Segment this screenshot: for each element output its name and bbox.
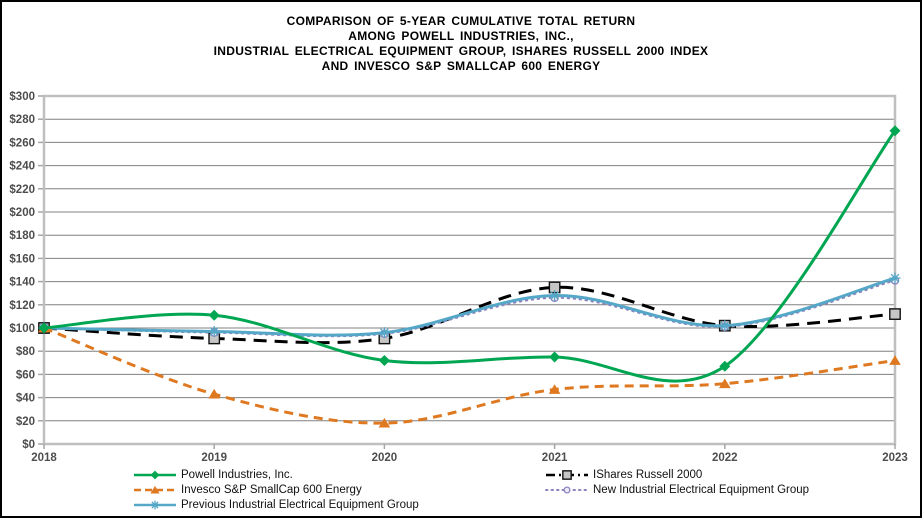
chart-title: COMPARISON OF 5-YEAR CUMULATIVE TOTAL RE… [2,14,920,74]
triangle-marker-icon [208,388,220,399]
asterisk-marker-icon [549,290,561,302]
circle-marker-icon [563,486,571,494]
y-tick-label: $240 [9,161,35,173]
x-tick-label: 2019 [201,452,227,464]
previous-group-line-sample-icon [134,500,176,510]
y-tick-label: $220 [9,184,35,196]
invesco-line-sample-icon [134,485,176,494]
series-line [43,285,896,345]
y-tick-label: $120 [9,300,35,312]
asterisk-stroke [550,291,559,300]
chart-plot-area: $0 $20 $40 $60 $80 $100 $120 $140 $160 $180 $200 $2… [9,91,908,464]
legend-label-previous-group: Previous Industrial Electrical Equipment… [181,499,419,511]
legend-item-powell: Powell Industries, Inc. [133,468,419,482]
y-tick-label: $280 [9,114,35,126]
diamond-marker-icon [208,309,220,321]
legend-label-ishares: IShares Russell 2000 [593,469,703,481]
y-tick-label: $140 [9,277,35,289]
ishares-line-sample-icon [546,470,588,480]
x-tick-label: 2021 [542,452,568,464]
legend-label-powell: Powell Industries, Inc. [181,469,293,481]
diamond-marker-icon [549,351,561,363]
x-tick-label: 2018 [31,452,57,464]
diamond-marker-icon [150,470,160,480]
x-tick-label: 2020 [372,452,398,464]
series-line [43,129,897,383]
triangle-marker-icon [378,417,391,428]
asterisk-marker-icon [719,320,731,332]
y-tick-label: $80 [16,346,35,358]
triangle-marker-icon [719,378,731,389]
series-line [43,326,896,425]
y-tick-label: $260 [9,137,35,149]
legend-right-column: IShares Russell 2000 New Industrial Elec… [545,468,809,497]
asterisk-stroke [720,321,730,331]
y-tick-label: $20 [16,416,35,428]
asterisk-stroke [209,327,219,336]
asterisk-marker-icon [150,500,160,510]
chart-title-line-4: AND INVESCO S&P SMALLCAP 600 ENERGY [321,59,601,73]
legend-item-previous-group: Previous Industrial Electrical Equipment… [133,498,419,512]
asterisk-stroke [151,501,159,509]
y-tick-label: $40 [16,393,35,405]
y-tick-label: $180 [9,230,35,242]
legend-left-column: Powell Industries, Inc. Invesco S&P Smal… [133,468,419,512]
y-tick-label: $300 [9,91,35,103]
legend-item-ishares: IShares Russell 2000 [545,468,809,482]
x-tick-label: 2022 [712,452,738,464]
new-group-line-sample-icon [545,486,589,494]
triangle-marker-icon [548,384,561,394]
y-tick-label: $160 [9,253,35,265]
square-marker-icon [562,470,572,480]
x-tick-label: 2023 [882,452,908,464]
diamond-marker-icon [378,354,390,366]
diamond-marker-icon [38,322,50,334]
asterisk-marker-icon [208,325,220,337]
asterisk-stroke [890,273,900,283]
chart-title-line-2: AMONG POWELL INDUSTRIES, INC., [348,29,574,43]
y-tick-label: $100 [9,323,35,335]
y-tick-label: $60 [16,369,35,381]
square-marker-icon [889,308,901,320]
asterisk-marker-icon [378,327,390,339]
triangle-marker-icon [150,485,160,494]
legend-item-invesco: Invesco S&P SmallCap 600 Energy [133,483,419,497]
y-tick-label: $0 [22,439,35,451]
chart-title-line-1: COMPARISON OF 5-YEAR CUMULATIVE TOTAL RE… [286,14,636,28]
legend-item-new-group: New Industrial Electrical Equipment Grou… [545,483,809,497]
asterisk-stroke [380,328,389,337]
chart-title-line-3: INDUSTRIAL ELECTRICAL EQUIPMENT GROUP, I… [213,44,709,58]
diamond-marker-icon [889,125,901,137]
legend-label-new-group: New Industrial Electrical Equipment Grou… [593,484,810,496]
powell-line-sample-icon [134,470,176,480]
asterisk-marker-icon [889,272,901,284]
triangle-marker-icon [889,355,901,365]
series-line [43,276,896,337]
y-tick-label: $200 [9,207,35,219]
legend-label-invesco: Invesco S&P SmallCap 600 Energy [181,484,362,496]
diamond-marker-icon [719,360,731,372]
plot-border [42,94,897,446]
